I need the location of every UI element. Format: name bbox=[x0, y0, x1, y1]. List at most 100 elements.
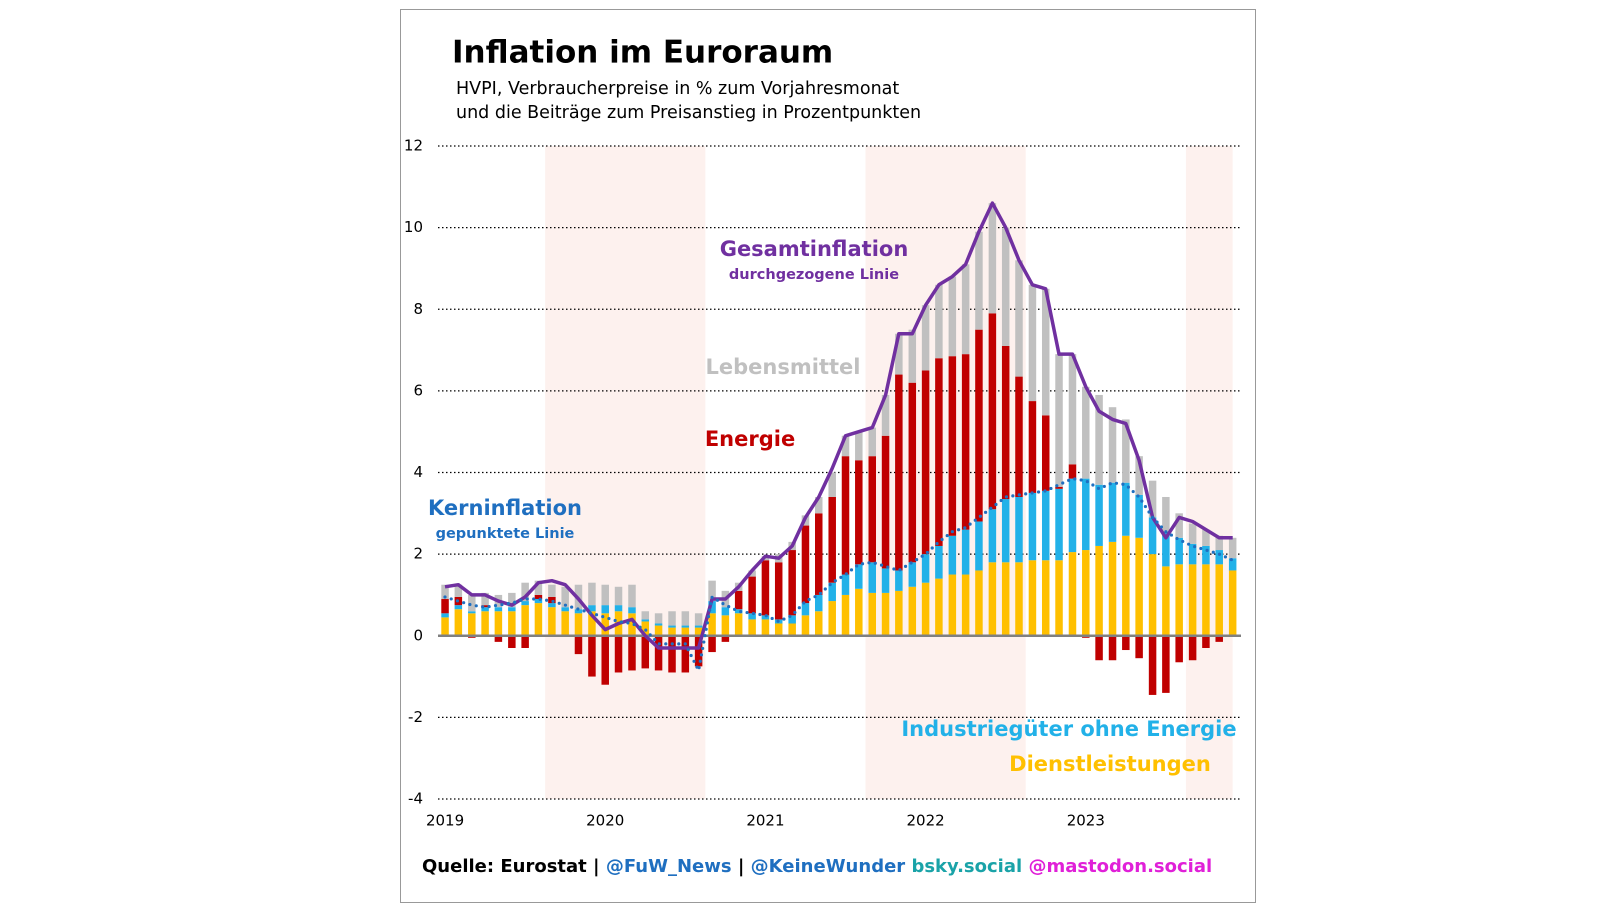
bar bbox=[935, 545, 943, 579]
bar bbox=[1215, 550, 1223, 565]
bar bbox=[494, 607, 503, 612]
bar bbox=[1202, 545, 1210, 565]
y-tick-label: 0 bbox=[413, 626, 423, 644]
bar bbox=[708, 580, 716, 602]
bar bbox=[654, 635, 663, 671]
bar bbox=[961, 264, 970, 355]
bar bbox=[641, 635, 650, 669]
bar bbox=[948, 276, 957, 357]
bar bbox=[574, 613, 583, 636]
bar bbox=[935, 578, 943, 636]
chart-title: Inflation im Euroraum bbox=[452, 35, 833, 71]
bar bbox=[481, 605, 489, 608]
bar bbox=[881, 435, 890, 569]
bar bbox=[1041, 288, 1050, 416]
bar bbox=[868, 562, 877, 593]
series-note: gepunktete Linie bbox=[436, 526, 575, 542]
bar bbox=[1082, 478, 1090, 551]
x-tick-label: 2019 bbox=[426, 812, 464, 830]
bar bbox=[1001, 227, 1010, 346]
footer-part: bsky.social bbox=[905, 856, 1022, 877]
bar bbox=[534, 599, 543, 604]
bar bbox=[961, 354, 970, 530]
bar bbox=[1108, 407, 1117, 483]
bar bbox=[1108, 541, 1117, 636]
bar bbox=[988, 313, 997, 510]
bar bbox=[561, 607, 569, 612]
bar bbox=[454, 584, 463, 597]
footer-part: @KeineWunder bbox=[751, 856, 906, 877]
bar bbox=[601, 635, 609, 685]
bar bbox=[441, 617, 449, 636]
bar bbox=[908, 382, 917, 563]
bar bbox=[1148, 554, 1157, 636]
bar bbox=[494, 635, 503, 642]
bar bbox=[988, 203, 997, 314]
bar bbox=[1082, 386, 1090, 479]
footer-part: Quelle: Eurostat | bbox=[422, 856, 606, 877]
y-tick-label: 4 bbox=[413, 463, 423, 481]
bar bbox=[521, 605, 529, 636]
x-tick-label: 2021 bbox=[746, 812, 784, 830]
bar bbox=[708, 613, 716, 636]
bar bbox=[561, 586, 569, 608]
bar bbox=[921, 554, 930, 583]
bar bbox=[694, 627, 703, 636]
bar bbox=[468, 594, 476, 612]
bar bbox=[881, 568, 890, 593]
series-label: Energie bbox=[705, 427, 795, 451]
bar bbox=[601, 605, 609, 614]
bar bbox=[748, 613, 756, 620]
bar bbox=[628, 635, 636, 671]
bar bbox=[855, 564, 863, 589]
bar bbox=[774, 562, 783, 620]
bar bbox=[588, 635, 596, 677]
bar bbox=[694, 613, 703, 626]
bar bbox=[801, 603, 810, 616]
bar bbox=[1175, 564, 1183, 636]
bar bbox=[441, 613, 449, 618]
bar bbox=[748, 570, 756, 577]
bar bbox=[841, 594, 850, 636]
bar bbox=[1188, 543, 1197, 565]
bar bbox=[574, 609, 583, 614]
bar bbox=[1228, 558, 1237, 571]
bar bbox=[1015, 562, 1023, 636]
bars bbox=[438, 203, 1241, 695]
bar bbox=[1068, 478, 1077, 553]
bar bbox=[614, 586, 623, 606]
series-label: Gesamtinflation bbox=[720, 237, 909, 261]
bar bbox=[668, 625, 676, 628]
x-tick-label: 2023 bbox=[1067, 812, 1105, 830]
bar bbox=[1068, 552, 1077, 636]
series-label: Lebensmittel bbox=[706, 355, 861, 379]
bar bbox=[1122, 535, 1130, 636]
bar bbox=[1215, 535, 1223, 551]
bar bbox=[895, 374, 903, 571]
bar bbox=[1028, 284, 1037, 402]
bar bbox=[1135, 635, 1143, 659]
bar bbox=[1228, 537, 1237, 559]
y-tick-label: 10 bbox=[404, 218, 423, 236]
bar bbox=[1215, 635, 1223, 642]
bar bbox=[468, 613, 476, 636]
x-tick-label: 2020 bbox=[586, 812, 624, 830]
bar bbox=[521, 601, 529, 606]
bar bbox=[508, 611, 516, 636]
bar bbox=[534, 594, 543, 600]
bar bbox=[481, 607, 489, 612]
bar bbox=[908, 329, 917, 383]
bar bbox=[468, 611, 476, 614]
bar bbox=[1095, 484, 1103, 546]
bar bbox=[921, 582, 930, 636]
bar bbox=[1041, 415, 1050, 491]
bar bbox=[521, 582, 529, 602]
bar bbox=[801, 525, 810, 604]
bar bbox=[668, 635, 676, 673]
bar bbox=[895, 570, 903, 591]
bar bbox=[868, 592, 877, 636]
y-tick-label: 12 bbox=[404, 137, 423, 155]
bar bbox=[1055, 560, 1063, 636]
bar bbox=[441, 584, 449, 600]
labels: Dienstleistungen Industriegüter ohne Ener… bbox=[428, 237, 1237, 776]
